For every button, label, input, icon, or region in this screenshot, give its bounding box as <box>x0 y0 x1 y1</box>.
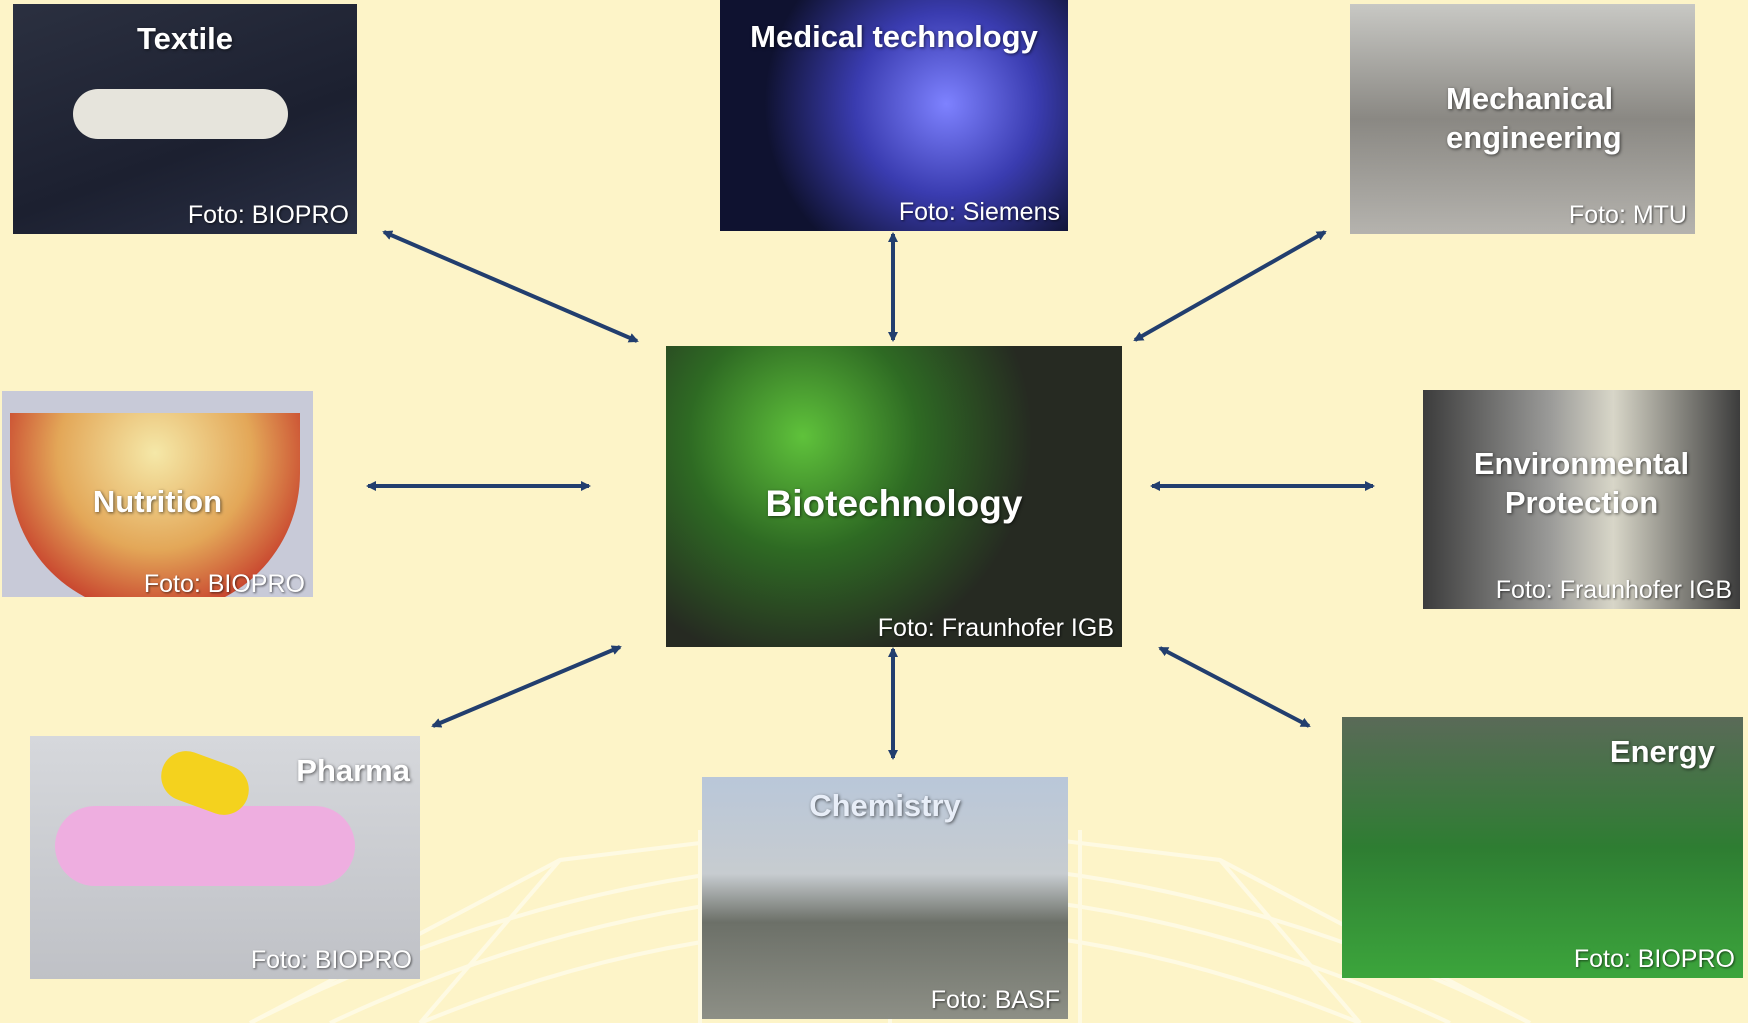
arrow <box>1160 648 1309 726</box>
arrows <box>0 0 1748 1023</box>
arrow <box>1135 232 1325 340</box>
arrow <box>384 232 637 341</box>
page: Biotechnology Foto: Fraunhofer IGB Texti… <box>0 0 1748 1023</box>
arrow <box>433 647 620 726</box>
